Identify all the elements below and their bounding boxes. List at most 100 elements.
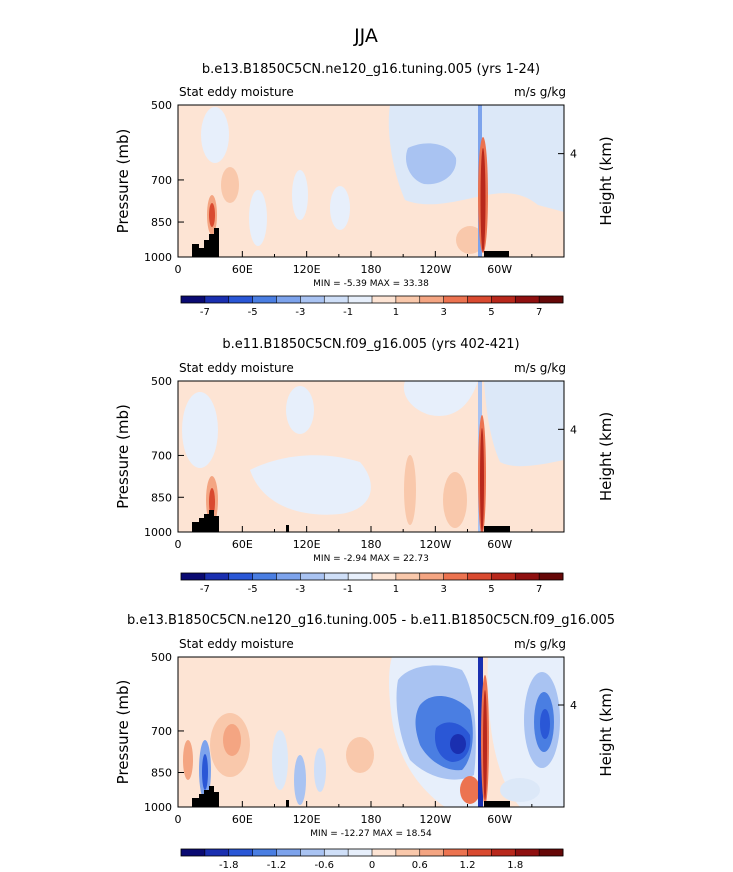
colorbar-swatch	[395, 849, 421, 856]
colorbar-swatch	[467, 296, 492, 303]
topography-mask	[192, 228, 219, 257]
colorbar-label: -5	[248, 584, 258, 595]
colorbar-swatch	[372, 296, 397, 303]
y-axis-label: Pressure (mb)	[114, 404, 132, 509]
colorbar-label: -1.2	[267, 860, 287, 871]
right-label: m/s g/kg	[514, 637, 566, 651]
colorbar-swatch	[181, 296, 206, 303]
colorbar-swatch	[300, 573, 325, 580]
x-tick-label: 60W	[487, 263, 512, 276]
y-tick-label: 700	[151, 725, 172, 738]
y-right-tick-label: 4	[570, 423, 577, 436]
colorbar-swatch	[204, 573, 230, 580]
x-tick-label: 0	[175, 813, 182, 826]
colorbar-swatch	[252, 573, 277, 580]
colorbar-label: -3	[295, 307, 305, 318]
y-tick-label: 500	[151, 99, 172, 112]
colorbar-swatch	[539, 573, 564, 580]
colorbar-swatch	[276, 849, 301, 856]
colorbar-swatch	[443, 296, 468, 303]
colorbar-label: -7	[200, 584, 210, 595]
y-axis-right-label: Height (km)	[597, 687, 615, 776]
colorbar-swatch	[443, 573, 468, 580]
topography-mask	[192, 786, 219, 807]
panel-2: b.e11.B1850C5CN.f09_g16.005 (yrs 402-421…	[177, 337, 566, 533]
x-tick-label: 60W	[487, 538, 512, 551]
colorbar-swatch	[324, 849, 349, 856]
colorbar-swatch	[348, 573, 373, 580]
colorbar-swatch	[228, 296, 254, 303]
colorbar-swatch	[395, 296, 421, 303]
colorbar-label: -1.8	[219, 860, 239, 871]
colorbar-swatch	[372, 849, 397, 856]
right-label: m/s g/kg	[514, 85, 566, 99]
x-tick-label: 60E	[232, 538, 253, 551]
colorbar-label: -0.6	[314, 860, 334, 871]
colorbar-swatch	[491, 573, 516, 580]
panel-3: b.e13.B1850C5CN.ne120_g16.tuning.005 - b…	[127, 613, 615, 808]
colorbar-swatch	[491, 296, 516, 303]
colorbar-swatch	[348, 849, 373, 856]
colorbar-swatch	[515, 573, 540, 580]
x-tick-label: 120W	[419, 813, 451, 826]
colorbar-label: 3	[440, 584, 446, 595]
topography-mask	[286, 525, 289, 532]
colorbar-swatch	[204, 849, 230, 856]
colorbar-label: 1	[393, 307, 399, 318]
y-tick-label: 700	[151, 174, 172, 187]
panel-title: b.e11.B1850C5CN.f09_g16.005 (yrs 402-421…	[222, 337, 519, 352]
colorbar-label: 0.6	[412, 860, 428, 871]
panel-title: b.e13.B1850C5CN.ne120_g16.tuning.005 - b…	[127, 613, 615, 628]
left-label: Stat eddy moisture	[179, 361, 294, 375]
right-label: m/s g/kg	[514, 361, 566, 375]
x-tick-label: 180	[361, 538, 382, 551]
y-tick-label: 700	[151, 449, 172, 462]
colorbar-label: 5	[488, 584, 494, 595]
panel-title: b.e13.B1850C5CN.ne120_g16.tuning.005 (yr…	[202, 62, 540, 77]
x-tick-label: 180	[361, 263, 382, 276]
colorbar-swatch	[276, 573, 301, 580]
y-right-tick-label: 4	[570, 699, 577, 712]
y-axis-right-label: Height (km)	[597, 412, 615, 501]
topography-mask	[484, 251, 509, 257]
x-tick-label: 180	[361, 813, 382, 826]
y-tick-label: 500	[151, 651, 172, 664]
colorbar-label: -1	[343, 307, 353, 318]
colorbar-swatch	[181, 849, 206, 856]
y-right-tick-label: 4	[570, 148, 577, 161]
topography-mask	[484, 526, 510, 532]
colorbar-swatch	[443, 849, 468, 856]
x-tick-label: 0	[175, 263, 182, 276]
colorbar-swatch	[467, 849, 492, 856]
colorbar-label: -7	[200, 307, 210, 318]
colorbar-label: 0	[369, 860, 375, 871]
y-tick-label: 500	[151, 375, 172, 388]
y-axis-label: Pressure (mb)	[114, 680, 132, 785]
x-tick-label: 0	[175, 538, 182, 551]
heatmap-field	[178, 105, 564, 257]
colorbar-swatch	[252, 849, 277, 856]
y-axis-right-label: Height (km)	[597, 136, 615, 225]
heatmap-field	[178, 381, 564, 532]
x-tick-label: 120E	[293, 813, 321, 826]
colorbar-label: 3	[440, 307, 446, 318]
y-tick-label: 1000	[144, 801, 172, 814]
colorbar-swatch	[395, 573, 421, 580]
x-tick-label: 60E	[232, 263, 253, 276]
colorbar-swatch	[181, 573, 206, 580]
colorbar-swatch	[539, 296, 564, 303]
left-label: Stat eddy moisture	[179, 637, 294, 651]
min-max-text: MIN = -2.94 MAX = 22.73	[313, 554, 429, 564]
colorbar-swatch	[300, 296, 325, 303]
x-tick-label: 120W	[419, 263, 451, 276]
y-tick-label: 850	[151, 491, 172, 504]
y-tick-label: 850	[151, 767, 172, 780]
colorbar-swatch	[419, 849, 445, 856]
colorbar-label: 7	[536, 307, 542, 318]
colorbar-swatch	[372, 573, 397, 580]
colorbar-label: 1.2	[460, 860, 476, 871]
colorbar-swatch	[276, 296, 301, 303]
colorbar-swatch	[300, 849, 325, 856]
left-label: Stat eddy moisture	[179, 85, 294, 99]
